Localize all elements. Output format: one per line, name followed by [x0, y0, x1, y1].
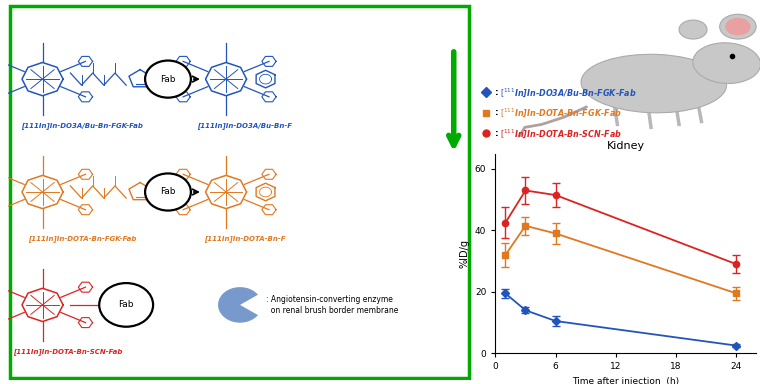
Text: [111In]In-DO3A/Bu-Bn-FGK-Fab: [111In]In-DO3A/Bu-Bn-FGK-Fab	[21, 122, 143, 129]
Text: [111In]In-DO3A/Bu-Bn-F: [111In]In-DO3A/Bu-Bn-F	[197, 122, 292, 129]
Ellipse shape	[693, 43, 760, 83]
FancyBboxPatch shape	[10, 7, 469, 378]
Text: :: :	[495, 108, 499, 117]
Polygon shape	[129, 182, 151, 200]
Text: $[^{111}$In]In-DO3A/Bu-Bn-FGK-Fab: $[^{111}$In]In-DO3A/Bu-Bn-FGK-Fab	[500, 86, 636, 99]
Text: [111In]In-DOTA-Bn-FGK-Fab: [111In]In-DOTA-Bn-FGK-Fab	[28, 235, 136, 242]
Text: Fab: Fab	[161, 187, 176, 197]
Text: Fab: Fab	[118, 300, 134, 310]
Ellipse shape	[581, 54, 727, 113]
Wedge shape	[218, 287, 258, 323]
Text: $[^{111}$In]In-DOTA-Bn-FGK-Fab: $[^{111}$In]In-DOTA-Bn-FGK-Fab	[500, 106, 621, 119]
Circle shape	[99, 283, 153, 327]
Text: Fab: Fab	[161, 74, 176, 84]
Text: :: :	[495, 129, 499, 138]
X-axis label: Time after injection  (h): Time after injection (h)	[572, 377, 680, 384]
Text: :: :	[495, 88, 499, 97]
Text: : Angiotensin-converting enzyme
  on renal brush border membrane: : Angiotensin-converting enzyme on renal…	[266, 295, 398, 314]
Circle shape	[145, 174, 191, 210]
Text: [111In]In-DOTA-Bn-F: [111In]In-DOTA-Bn-F	[204, 235, 286, 242]
Circle shape	[145, 61, 191, 98]
Ellipse shape	[720, 14, 756, 39]
Title: Kidney: Kidney	[607, 141, 645, 151]
Y-axis label: %ID/g: %ID/g	[459, 239, 469, 268]
Text: $[^{111}$In]In-DOTA-Bn-SCN-Fab: $[^{111}$In]In-DOTA-Bn-SCN-Fab	[500, 127, 621, 139]
Ellipse shape	[679, 20, 707, 39]
Ellipse shape	[725, 18, 750, 35]
Text: [111In]In-DOTA-Bn-SCN-Fab: [111In]In-DOTA-Bn-SCN-Fab	[13, 348, 123, 355]
Polygon shape	[129, 70, 151, 87]
